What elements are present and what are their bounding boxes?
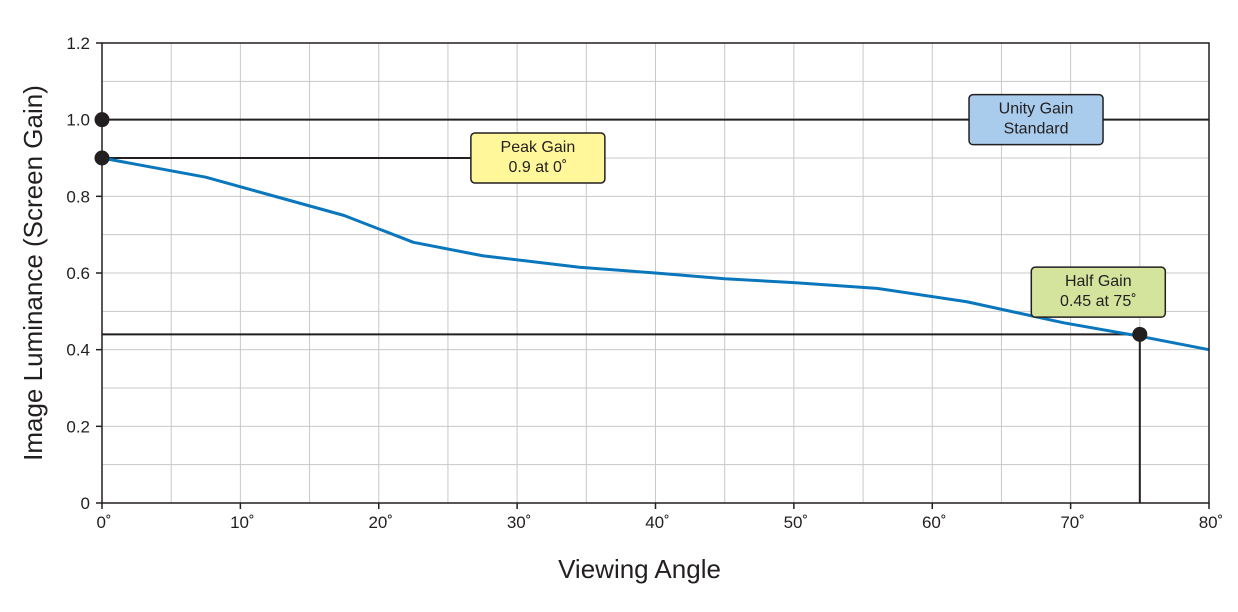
y-tick-label: 0 bbox=[81, 494, 90, 513]
callouts: Unity Gain Standard Peak Gain 0.9 at 0˚ Half… bbox=[470, 93, 1167, 318]
y-tick-label: 1.2 bbox=[66, 34, 90, 53]
x-tick-label: 30˚ bbox=[507, 513, 532, 532]
y-tick-label: 0.6 bbox=[66, 264, 90, 283]
x-axis-title: Viewing Angle bbox=[558, 554, 721, 584]
callout-text-line: Half Gain bbox=[1065, 273, 1132, 290]
callout-text-line: Peak Gain bbox=[501, 139, 576, 156]
x-tick-label: 60˚ bbox=[922, 513, 947, 532]
x-tick-label: 40˚ bbox=[645, 513, 670, 532]
data-marker bbox=[94, 112, 110, 128]
x-tick-label: 10˚ bbox=[230, 513, 255, 532]
callout-box bbox=[968, 93, 1104, 146]
data-marker bbox=[1132, 326, 1148, 342]
x-tick-label: 50˚ bbox=[784, 513, 809, 532]
y-tick-label: 0.4 bbox=[66, 341, 90, 360]
callout-box bbox=[470, 132, 606, 184]
x-axis-ticks: 0˚ 10˚ 20˚ 30˚ 40˚ 50˚ 60˚ 70˚ 80˚ bbox=[96, 503, 1223, 532]
x-tick-label: 70˚ bbox=[1060, 513, 1085, 532]
callout-text-line: Unity Gain bbox=[999, 101, 1074, 118]
x-tick-label: 20˚ bbox=[368, 513, 393, 532]
y-tick-label: 0.8 bbox=[66, 187, 90, 206]
x-tick-label: 0˚ bbox=[96, 513, 111, 532]
markers bbox=[94, 112, 1148, 342]
callout-text-line: 0.45 at 75˚ bbox=[1060, 293, 1137, 310]
callout-text-line: Standard bbox=[1004, 121, 1069, 138]
data-marker bbox=[94, 150, 110, 166]
callout-text-line: 0.9 at 0˚ bbox=[509, 159, 568, 176]
y-axis-title: Image Luminance (Screen Gain) bbox=[18, 85, 48, 461]
x-tick-label: 80˚ bbox=[1199, 513, 1224, 532]
y-tick-label: 1.0 bbox=[66, 111, 90, 130]
y-tick-label: 0.2 bbox=[66, 417, 90, 436]
callout-box bbox=[1030, 266, 1167, 318]
y-axis-ticks: 0 0.2 0.4 0.6 0.8 1.0 1.2 bbox=[66, 34, 102, 513]
